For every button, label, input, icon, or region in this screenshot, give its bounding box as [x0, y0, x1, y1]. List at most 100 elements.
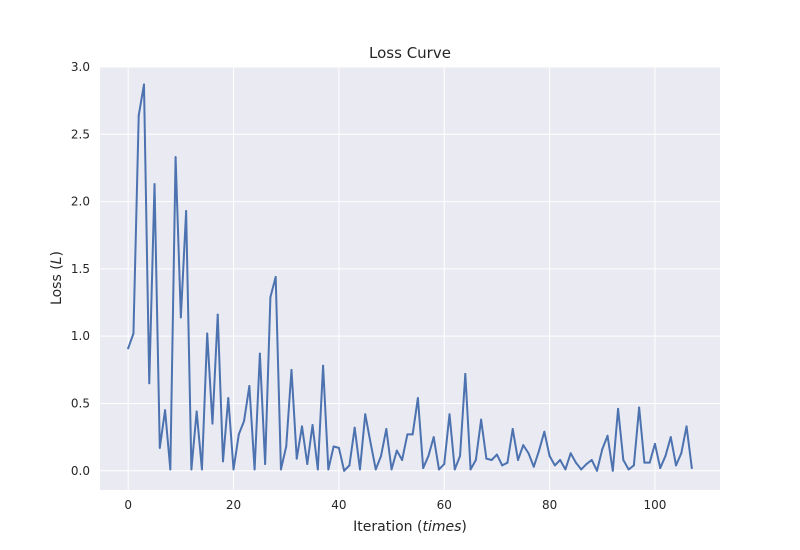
data-point [179, 316, 182, 319]
data-point [343, 469, 346, 472]
data-point [648, 461, 651, 464]
y-axis-label-math: L [49, 257, 65, 265]
data-point [369, 441, 372, 444]
data-point [564, 468, 567, 471]
data-point [385, 428, 388, 431]
x-tick-label: 40 [331, 498, 346, 512]
data-point [432, 436, 435, 439]
data-point [248, 384, 251, 387]
plot-background [100, 67, 720, 490]
data-point [337, 446, 340, 449]
data-point [653, 442, 656, 445]
data-point [659, 467, 662, 470]
x-tick-label: 80 [542, 498, 557, 512]
data-point [216, 313, 219, 316]
data-point [348, 464, 351, 467]
data-point [211, 422, 214, 425]
data-point [232, 468, 235, 471]
data-point [527, 452, 530, 455]
y-tick-label: 2.5 [71, 127, 90, 141]
chart-title: Loss Curve [369, 44, 451, 62]
data-point [222, 460, 224, 463]
data-point [274, 275, 277, 278]
y-axis-label: Loss (L) [49, 251, 65, 305]
data-point [322, 364, 325, 367]
data-point [301, 425, 304, 428]
y-tick-label: 0.0 [71, 464, 90, 478]
y-tick-label: 1.5 [71, 262, 90, 276]
data-point [611, 469, 614, 472]
y-tick-label: 1.0 [71, 329, 90, 343]
data-point [638, 406, 641, 409]
x-tick-label: 20 [226, 498, 241, 512]
y-tick-label: 2.0 [71, 195, 90, 209]
data-point [574, 461, 577, 464]
data-point [448, 413, 451, 416]
data-point [237, 433, 240, 436]
data-point [195, 410, 198, 413]
data-point [374, 468, 377, 471]
data-point [669, 436, 672, 439]
data-point [485, 457, 488, 460]
x-tick-label: 100 [643, 498, 666, 512]
data-point [569, 452, 572, 455]
data-point [253, 468, 256, 471]
data-point [332, 445, 335, 448]
data-point [200, 468, 203, 471]
data-point [142, 83, 145, 86]
data-point [243, 419, 246, 422]
data-point [490, 458, 493, 461]
data-point [553, 464, 556, 467]
x-axis-label: Iteration (times) [353, 519, 467, 535]
data-point [596, 469, 598, 472]
data-point [132, 332, 135, 335]
data-point [516, 458, 519, 461]
data-point [459, 454, 462, 457]
data-point [306, 463, 309, 466]
data-point [680, 452, 683, 455]
data-point [295, 457, 298, 460]
data-point [522, 444, 525, 447]
data-point [164, 409, 167, 412]
data-point [480, 418, 483, 421]
data-point [390, 468, 393, 471]
data-point [664, 454, 667, 457]
data-point [264, 463, 267, 466]
data-point [148, 382, 151, 385]
y-axis-label-text: Loss [49, 274, 65, 305]
data-point [127, 347, 130, 350]
x-tick-label: 0 [124, 498, 132, 512]
data-point [464, 372, 467, 375]
data-point [279, 468, 282, 471]
data-point [395, 449, 398, 452]
data-point [285, 445, 288, 448]
data-point [548, 454, 551, 457]
data-point [632, 464, 635, 467]
data-point [169, 468, 172, 471]
tick-labels: 0 20 40 60 80 100 0.0 0.5 1.0 1.5 2.0 2.5 3.0 [71, 60, 666, 512]
data-point [406, 433, 409, 436]
data-point [437, 468, 440, 471]
data-point [443, 463, 446, 466]
data-point [427, 454, 430, 457]
data-point [495, 453, 498, 456]
data-point [511, 428, 514, 431]
data-point [416, 397, 419, 400]
data-point [401, 458, 404, 461]
data-point [538, 449, 541, 452]
data-point [411, 433, 414, 436]
data-point [316, 468, 319, 471]
data-point [206, 332, 209, 335]
data-point [153, 183, 156, 186]
data-point [675, 464, 678, 467]
data-point [358, 468, 361, 471]
data-point [606, 434, 609, 437]
data-point [364, 413, 367, 416]
grid-lines [100, 66, 720, 490]
series-line [127, 83, 693, 472]
data-point [622, 458, 625, 461]
data-point [601, 448, 604, 451]
data-point [469, 468, 472, 471]
